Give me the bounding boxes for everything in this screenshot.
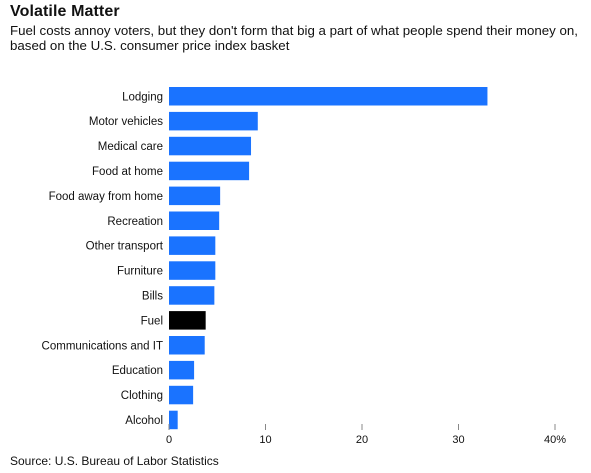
x-tick-label-0: 0 xyxy=(166,434,172,446)
bar-recreation xyxy=(169,211,220,230)
bar-food-at-home xyxy=(169,161,250,181)
x-axis: 0 10 20 30 40% xyxy=(166,424,566,446)
category-label-fuel: Fuel xyxy=(141,315,163,327)
chart-title: Volatile Matter xyxy=(10,3,120,20)
category-label-furniture: Furniture xyxy=(117,266,163,278)
bar-bills xyxy=(169,286,215,305)
x-tick-label-40: 40% xyxy=(544,434,566,446)
category-label-motor-vehicles: Motor vehicles xyxy=(89,116,163,128)
bar-education xyxy=(169,360,195,380)
bar-communications-and-it xyxy=(169,336,205,355)
bar-food-away-from-home xyxy=(169,186,221,206)
bar-alcohol xyxy=(169,410,178,430)
category-labels: Lodging Motor vehicles Medical care Food at… xyxy=(42,91,164,427)
category-label-communications-and-it: Communications and IT xyxy=(42,340,163,352)
chart-source: Source: U.S. Bureau of Labor Statistics xyxy=(10,454,219,468)
category-label-alcohol: Alcohol xyxy=(125,415,163,427)
x-tick-label-30: 30 xyxy=(452,434,464,446)
bar-lodging xyxy=(169,87,488,106)
chart-subtitle: Fuel costs annoy voters, but they don't … xyxy=(10,23,578,53)
category-label-other-transport: Other transport xyxy=(86,241,164,253)
category-label-food-at-home: Food at home xyxy=(92,166,163,178)
bar-motor-vehicles xyxy=(169,111,258,131)
bar-other-transport xyxy=(169,236,216,255)
bar-furniture xyxy=(169,261,216,280)
bar-fuel xyxy=(169,311,206,330)
category-label-food-away-from-home: Food away from home xyxy=(49,191,163,203)
category-label-lodging: Lodging xyxy=(122,91,163,103)
bar-medical-care xyxy=(169,136,252,156)
x-tick-label-20: 20 xyxy=(356,434,368,446)
category-label-clothing: Clothing xyxy=(121,390,163,402)
bar-clothing xyxy=(169,385,194,405)
category-label-bills: Bills xyxy=(142,290,163,302)
category-label-medical-care: Medical care xyxy=(98,141,163,153)
bars-group xyxy=(169,87,488,430)
category-label-recreation: Recreation xyxy=(107,216,163,228)
x-tick-label-10: 10 xyxy=(259,434,271,446)
category-label-education: Education xyxy=(112,365,163,377)
